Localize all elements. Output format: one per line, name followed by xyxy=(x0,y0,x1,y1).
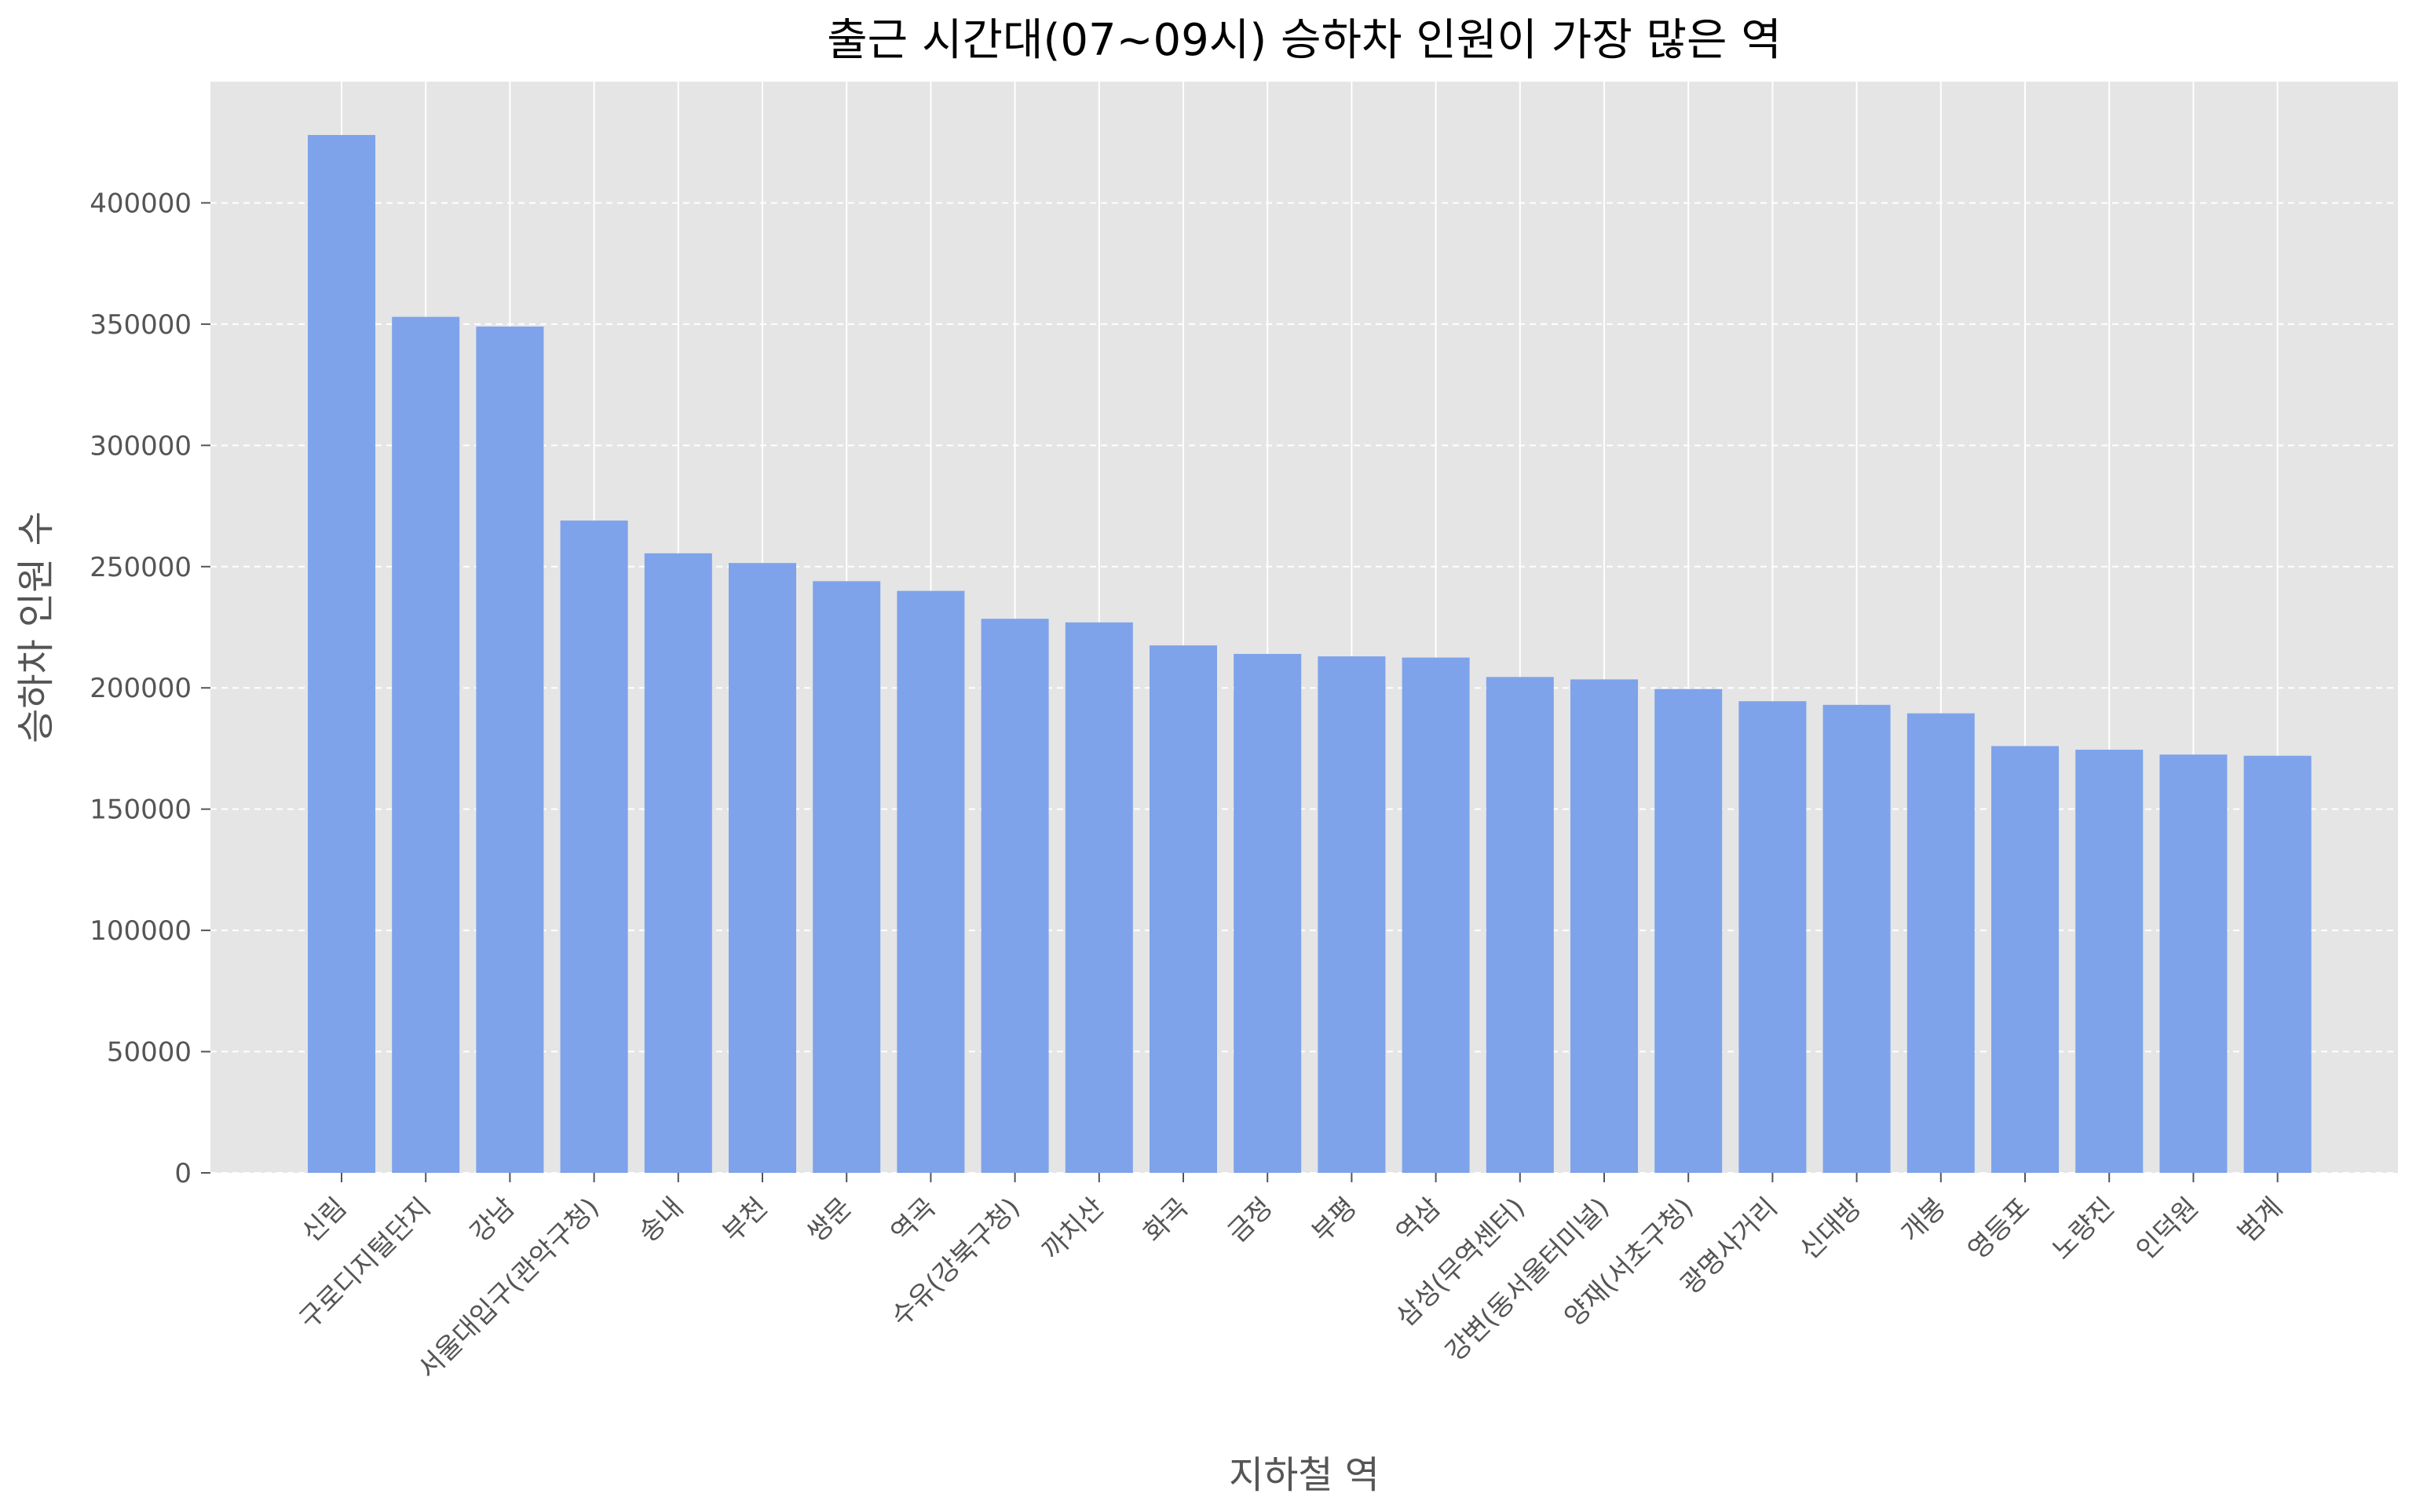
x-tick-label: 까치산 xyxy=(1036,1192,1111,1266)
x-tick-label: 쌍문 xyxy=(801,1192,858,1249)
y-tick-label: 350000 xyxy=(90,309,192,341)
y-tick-label: 200000 xyxy=(90,673,192,704)
x-tick-label: 부평 xyxy=(1306,1192,1363,1249)
x-tick-label: 금정 xyxy=(1222,1192,1279,1249)
bar xyxy=(1906,713,1975,1173)
y-tick-label: 250000 xyxy=(90,552,192,583)
y-tick-label: 400000 xyxy=(90,188,192,219)
bar xyxy=(1991,746,2059,1173)
bar xyxy=(1150,645,1217,1173)
bar xyxy=(813,581,881,1173)
bar xyxy=(308,134,375,1173)
x-tick-label: 노량진 xyxy=(2046,1192,2121,1266)
bars xyxy=(308,134,2312,1174)
bar xyxy=(1065,622,1133,1173)
x-tick-label: 범계 xyxy=(2232,1192,2289,1249)
bar xyxy=(1822,704,1891,1173)
bar xyxy=(1738,701,1807,1173)
y-tick-label: 50000 xyxy=(107,1037,192,1068)
x-tick-label: 개봉 xyxy=(1895,1192,1953,1249)
bar xyxy=(1486,677,1554,1173)
bar xyxy=(2075,749,2144,1173)
bar xyxy=(2159,754,2228,1173)
y-axis: 0 50000 100000 150000 200000 250000 300000 3500… xyxy=(90,188,210,1189)
y-tick-label: 150000 xyxy=(90,794,192,826)
bar xyxy=(981,619,1049,1173)
bar xyxy=(1234,653,1302,1173)
bar xyxy=(476,326,544,1173)
x-tick-label: 송내 xyxy=(633,1192,690,1249)
bar xyxy=(897,590,965,1173)
x-tick-label: 강남 xyxy=(464,1192,521,1249)
x-tick-label: 신림 xyxy=(296,1192,353,1249)
bar xyxy=(560,520,628,1173)
bar xyxy=(644,553,712,1173)
y-tick-label: 300000 xyxy=(90,430,192,462)
y-tick-label: 0 xyxy=(174,1158,192,1189)
x-tick-label: 영등포 xyxy=(1962,1192,2037,1266)
bar xyxy=(1570,679,1638,1173)
x-tick-label: 인덕원 xyxy=(2130,1192,2205,1266)
y-axis-label: 승하차 인원 수 xyxy=(14,511,58,743)
bar xyxy=(729,563,796,1173)
x-tick-label: 신대방 xyxy=(1793,1192,1868,1266)
bar xyxy=(1654,688,1723,1173)
x-tick-label: 화곡 xyxy=(1138,1192,1195,1249)
bar xyxy=(1402,657,1470,1173)
chart-title: 출근 시간대(07~09시) 승하차 인원이 가장 많은 역 xyxy=(827,15,1782,66)
x-tick-label: 역삼 xyxy=(1390,1192,1447,1249)
x-axis-label: 지하철 역 xyxy=(1229,1453,1380,1497)
y-tick-label: 100000 xyxy=(90,915,192,947)
bar xyxy=(392,316,460,1174)
bar xyxy=(2243,755,2312,1173)
x-tick-label: 역곡 xyxy=(885,1192,942,1249)
x-tick-label: 부천 xyxy=(717,1192,774,1249)
bar xyxy=(1318,656,1386,1173)
